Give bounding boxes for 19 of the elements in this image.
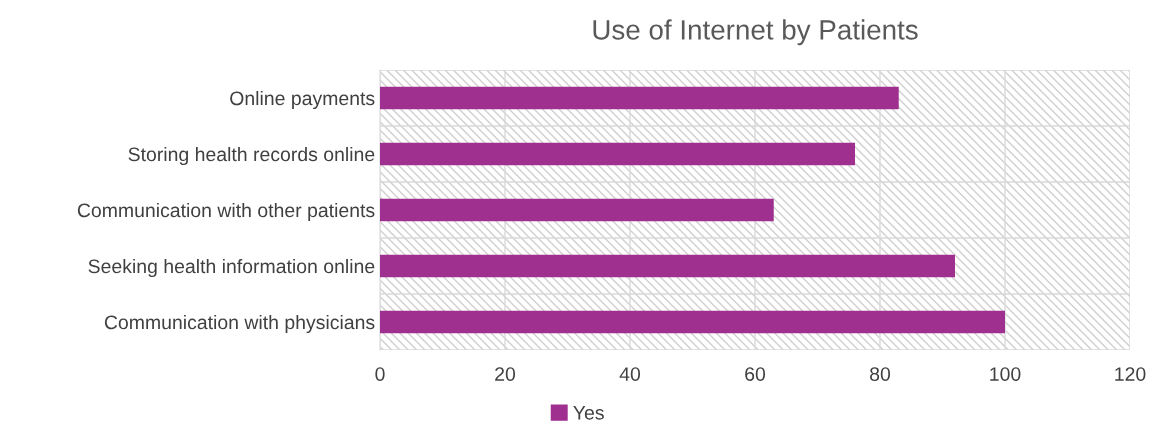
- y-tick-label: Seeking health information online: [88, 258, 375, 278]
- x-tick-label: 100: [990, 367, 1021, 381]
- x-tick-label: 20: [495, 367, 516, 381]
- bar: [380, 254, 955, 278]
- y-tick-label: Communication with physicians: [104, 314, 375, 334]
- y-tick-label: Storing health records online: [128, 146, 375, 166]
- bar: [380, 86, 899, 110]
- bar: [380, 198, 774, 222]
- x-tick-label: 60: [745, 367, 766, 381]
- y-tick-label: Online payments: [230, 90, 375, 110]
- chart-title: Use of Internet by Patients: [593, 19, 918, 46]
- y-tick-label: Communication with other patients: [77, 202, 375, 222]
- legend-label: Yes: [573, 406, 604, 420]
- x-tick-label: 40: [619, 367, 641, 381]
- x-tick-label: 80: [870, 367, 891, 381]
- x-tick-label: 0: [375, 367, 385, 381]
- bar: [380, 142, 855, 166]
- bar: [380, 310, 1005, 334]
- x-tick-label: 120: [1115, 367, 1146, 381]
